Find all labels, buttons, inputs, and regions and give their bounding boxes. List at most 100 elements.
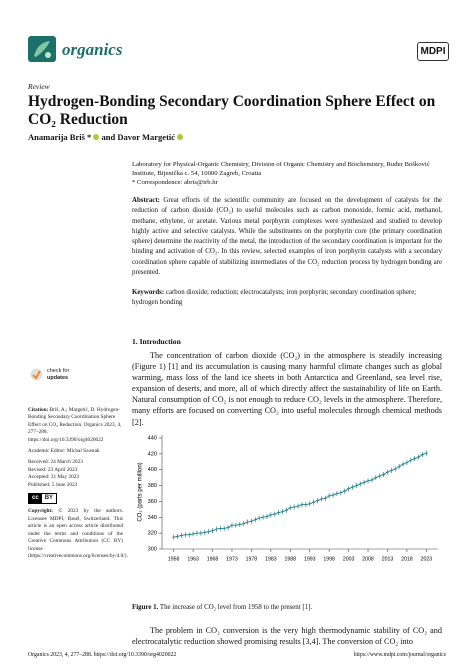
x-tick-label: 2018 [401, 556, 413, 562]
next-paragraph: The problem in CO₂ conversion is the ver… [132, 626, 442, 646]
data-point [253, 517, 257, 523]
journal-name: organics [62, 40, 123, 59]
data-point [242, 521, 246, 527]
data-point [323, 495, 327, 501]
x-tick-label: 1973 [226, 556, 238, 562]
copyright-label: Copyright: [28, 508, 54, 515]
check-updates-line: check for [47, 368, 70, 374]
data-point [269, 512, 273, 518]
abstract-text: Great efforts of the scientific communit… [132, 197, 442, 277]
data-point [362, 479, 366, 485]
data-point [304, 502, 308, 508]
abstract-label: Abstract: [132, 197, 160, 204]
data-point [308, 501, 312, 507]
y-tick-label: 340 [148, 515, 157, 521]
data-point [312, 499, 316, 505]
data-point [420, 452, 425, 458]
data-point [265, 513, 269, 519]
x-tick-label: 1988 [285, 556, 297, 562]
chart: CO₂ (parts per million) 300 320 340 360 380 4… [138, 435, 438, 562]
data-point [296, 503, 300, 509]
y-tick-label: 400 [148, 467, 157, 473]
y-tick-label: 360 [148, 499, 157, 505]
data-point [416, 454, 421, 460]
orcid-icon [177, 134, 184, 140]
data-point [230, 522, 234, 528]
data-point [401, 461, 405, 467]
data-point [315, 498, 320, 504]
data-point [370, 477, 374, 483]
data-point [183, 532, 187, 538]
date: Revised: 23 April 2023 [28, 466, 78, 473]
data-point [409, 457, 413, 463]
sidebar: check for updates Citation: Briš, A.; Ma… [28, 368, 128, 560]
license-badge-part: cc [29, 494, 42, 504]
data-point [343, 488, 347, 494]
y-tick-label: 380 [148, 483, 157, 489]
data-point [374, 475, 378, 481]
date: Accepted: 31 May 2023 [28, 474, 80, 481]
academic-editor: Academic Editor: Michal Szostak [28, 448, 100, 455]
data-point [327, 493, 331, 499]
dates: Received: 24 March 2023 Revised: 23 April… [28, 459, 123, 489]
data-point [366, 478, 370, 484]
footer-citation: Organics 2023, 4, 277–288. https://doi.o… [28, 652, 177, 658]
title: Hydrogen-Bonding Secondary Coordination … [28, 93, 436, 128]
copyright: Copyright: © 2023 by the authors. Licens… [28, 508, 128, 560]
data-point [226, 525, 230, 531]
data-point [346, 486, 351, 492]
data-point [393, 466, 397, 472]
date: Published: 5 June 2023 [28, 481, 78, 488]
data-point [350, 484, 355, 490]
data-point [245, 519, 250, 525]
x-tick-label: 1998 [323, 556, 335, 562]
data-point [354, 483, 358, 489]
data-point [280, 509, 285, 515]
section-heading: 1. Introduction [132, 337, 181, 346]
x-tick-label: 1993 [304, 556, 316, 562]
data-point [277, 510, 281, 516]
footer-url: https://www.mdpi.com/journal/organics [353, 652, 446, 658]
data-point [331, 492, 335, 498]
data-point [210, 528, 215, 534]
data-point [187, 532, 191, 538]
keywords-label: Keywords: [132, 289, 165, 296]
license-badge: cc BY [28, 493, 58, 505]
data-point [413, 456, 417, 462]
data-point [172, 534, 176, 540]
caption-label: Figure 1. [132, 604, 159, 611]
orcid-icon [93, 134, 100, 140]
x-tick-label: 1978 [246, 556, 258, 562]
citation-text: Briš, A.; Margetić, D. Hydrogen-Bonding … [28, 407, 122, 443]
abstract: Abstract: Great efforts of the scientifi… [132, 196, 442, 278]
publisher-logo: MDPI [417, 42, 449, 61]
citation-label: Citation: [28, 407, 49, 413]
license-badge-part: BY [44, 495, 54, 502]
data-point [273, 511, 277, 517]
data-point [288, 505, 292, 511]
data-point [385, 469, 390, 475]
article-type: Review [28, 82, 50, 91]
intro-paragraph: The concentration of carbon dioxide (CO₂… [132, 351, 442, 427]
date: Received: 24 March 2023 [28, 459, 83, 466]
x-tick-label: 2008 [362, 556, 374, 562]
data-point [199, 530, 203, 536]
data-point [203, 529, 207, 535]
data-point [238, 521, 242, 527]
author-connector: and [101, 132, 116, 142]
data-point [249, 518, 254, 524]
data-point [261, 514, 265, 520]
data-point [179, 533, 184, 539]
authors: Anamarija Briš * and Davor Margetić [28, 132, 184, 142]
data-point [381, 471, 386, 477]
data-point [335, 491, 339, 496]
data-point [424, 450, 428, 456]
data-point [218, 525, 222, 531]
data-point [378, 473, 382, 479]
data-point [358, 481, 362, 487]
data-point [300, 502, 304, 508]
x-tick-label: 2023 [421, 556, 433, 562]
check-updates-line: updates [47, 374, 69, 381]
x-tick-label: 2003 [343, 556, 355, 562]
correspondence: * Correspondence: abris@irb.hr [132, 179, 218, 186]
